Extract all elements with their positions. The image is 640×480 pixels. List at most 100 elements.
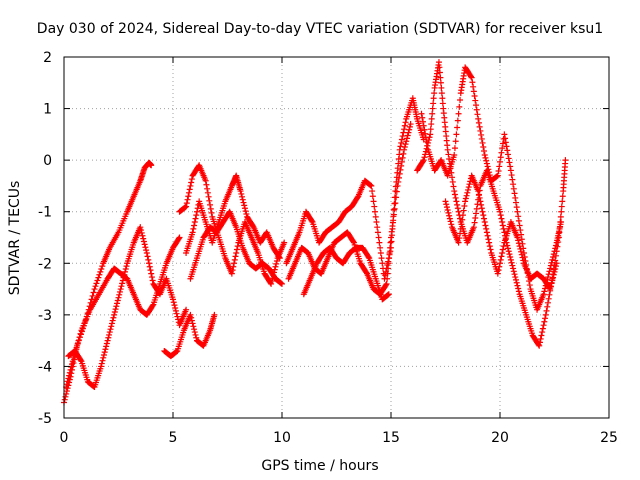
data-point <box>232 253 239 260</box>
data-point <box>64 378 71 385</box>
data-point <box>515 237 522 244</box>
data-point <box>400 150 407 157</box>
data-point <box>172 304 179 311</box>
data-point <box>512 274 519 281</box>
data-point <box>102 346 109 353</box>
grid-lines <box>64 57 609 418</box>
data-point <box>549 256 556 263</box>
data-point <box>454 117 461 124</box>
data-point <box>401 146 408 153</box>
data-point <box>371 203 378 210</box>
data-point <box>455 110 462 117</box>
data-point <box>187 311 194 318</box>
data-point <box>552 266 559 273</box>
data-point <box>515 240 522 247</box>
data-point <box>171 302 178 309</box>
data-point <box>374 229 381 236</box>
data-point <box>385 265 392 272</box>
data-point <box>506 159 513 166</box>
data-point <box>544 274 551 281</box>
data-point <box>512 276 519 283</box>
data-point <box>508 172 515 179</box>
data-point <box>420 122 427 129</box>
data-point <box>193 212 200 219</box>
data-point <box>473 205 480 212</box>
data-point <box>64 385 71 392</box>
data-point <box>482 222 489 229</box>
data-point <box>453 198 460 205</box>
data-point <box>498 253 505 260</box>
data-point <box>452 194 459 201</box>
data-point <box>122 268 129 275</box>
data-point <box>74 341 81 348</box>
data-point <box>383 280 390 287</box>
data-point <box>398 136 405 143</box>
data-point <box>140 235 147 242</box>
data-point <box>238 190 245 197</box>
y-tick-label: -3 <box>38 308 52 324</box>
data-point <box>175 235 182 242</box>
data-point <box>170 299 177 306</box>
data-point <box>403 135 410 142</box>
data-point <box>510 181 517 188</box>
data-point <box>446 212 453 219</box>
y-tick-label: 2 <box>43 50 52 66</box>
data-point <box>437 79 444 86</box>
data-point <box>475 188 482 195</box>
data-point <box>469 79 476 86</box>
data-point <box>479 208 486 215</box>
data-point <box>120 274 127 281</box>
data-point <box>402 141 409 148</box>
data-point <box>202 177 209 184</box>
data-point <box>430 100 437 107</box>
data-point <box>507 253 514 260</box>
data-point <box>504 245 511 252</box>
data-point <box>459 216 466 223</box>
data-point <box>497 260 503 267</box>
data-point <box>185 189 192 196</box>
data-point <box>108 323 115 330</box>
data-point <box>271 266 278 273</box>
data-point <box>402 119 409 126</box>
data-point <box>465 186 472 193</box>
data-point <box>444 146 451 153</box>
data-point <box>401 126 408 133</box>
data-point <box>204 189 211 196</box>
data-point <box>547 283 554 290</box>
data-point <box>437 74 444 81</box>
data-point <box>497 158 503 165</box>
data-point <box>509 262 516 269</box>
data-point <box>240 199 247 206</box>
data-point <box>350 238 357 245</box>
data-point <box>483 160 490 167</box>
data-point <box>475 119 482 126</box>
data-point <box>193 334 200 341</box>
data-point <box>468 74 475 81</box>
data-point <box>423 138 430 145</box>
data-point <box>389 223 396 230</box>
data-point <box>279 280 285 287</box>
data-point <box>121 271 128 278</box>
data-point <box>140 238 147 245</box>
data-point <box>473 106 480 113</box>
y-tick-label: -2 <box>38 256 52 272</box>
data-point <box>500 243 507 250</box>
data-point <box>393 194 400 201</box>
data-point <box>421 126 428 133</box>
data-point <box>276 255 283 262</box>
data-point <box>498 149 505 156</box>
data-point <box>478 131 485 138</box>
data-point <box>233 246 240 253</box>
data-point <box>506 251 513 258</box>
data-point <box>231 260 238 267</box>
data-point <box>486 169 493 176</box>
data-point <box>176 234 183 241</box>
data-point <box>515 213 522 220</box>
data-point <box>419 114 426 121</box>
data-point <box>454 205 461 212</box>
data-point <box>507 163 514 170</box>
data-point <box>374 224 381 231</box>
data-point <box>118 283 125 290</box>
data-point <box>451 191 458 198</box>
data-point <box>465 184 472 191</box>
